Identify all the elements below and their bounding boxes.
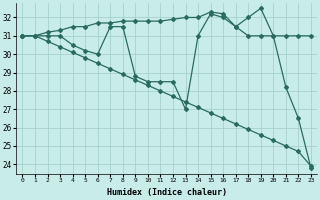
X-axis label: Humidex (Indice chaleur): Humidex (Indice chaleur) <box>107 188 227 197</box>
